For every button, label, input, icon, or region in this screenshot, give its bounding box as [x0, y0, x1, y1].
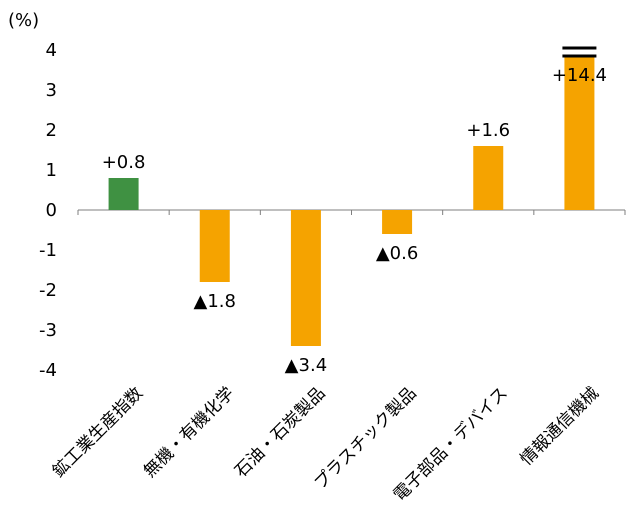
category-label: 情報通信機械	[517, 383, 603, 469]
y-tick-label: 3	[46, 80, 57, 101]
y-unit-label: (%)	[8, 10, 39, 31]
data-label: +14.4	[552, 65, 607, 86]
bar	[108, 178, 139, 210]
data-label: ▲0.6	[376, 243, 418, 264]
category-label: 鉱工業生産指数	[49, 383, 147, 481]
data-label: +1.6	[466, 120, 510, 141]
y-axis: 4 3 2 1 0 -1 -2 -3 -4	[39, 40, 57, 381]
y-tick-label: -3	[39, 320, 57, 341]
category-label: 無機・有機化学	[140, 383, 238, 481]
y-tick-label: -4	[39, 360, 57, 381]
axis-break-gap	[562, 47, 597, 57]
bar	[290, 210, 321, 346]
bar	[382, 210, 413, 234]
y-tick-label: 1	[46, 160, 57, 181]
y-tick-label: -2	[39, 280, 57, 301]
y-tick-label: 0	[46, 200, 57, 221]
bar	[564, 50, 595, 210]
data-label: ▲3.4	[285, 355, 327, 376]
y-tick-label: 4	[46, 40, 57, 61]
bars	[108, 46, 597, 346]
data-label: +0.8	[102, 152, 146, 173]
bar	[473, 146, 504, 210]
y-tick-label: 2	[46, 120, 57, 141]
x-axis	[77, 209, 626, 215]
bar	[199, 210, 230, 282]
category-label: 石油・石炭製品	[231, 383, 329, 481]
data-label: ▲1.8	[194, 291, 236, 312]
data-labels: +0.8 ▲1.8 ▲3.4 ▲0.6 +1.6 +14.4	[102, 65, 607, 376]
y-tick-label: -1	[39, 240, 57, 261]
